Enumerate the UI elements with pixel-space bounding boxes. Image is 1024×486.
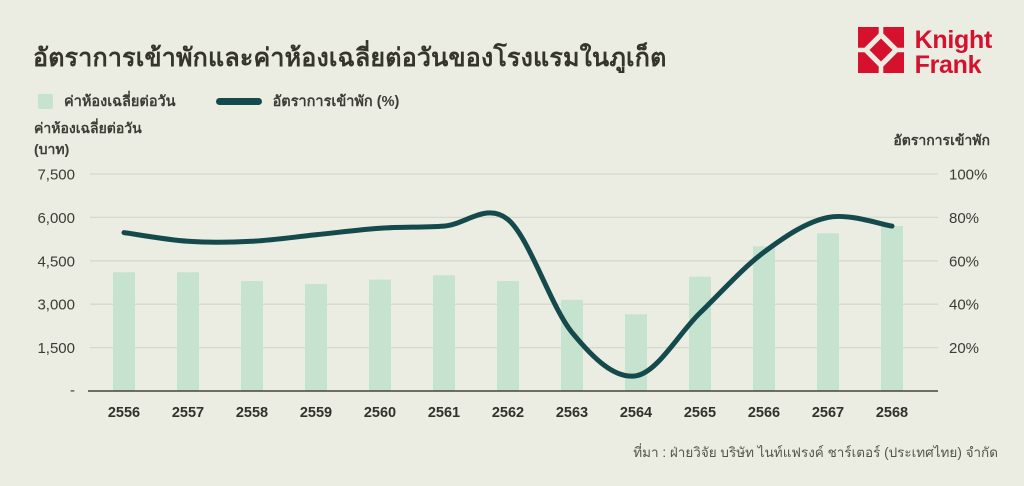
left-axis-tick: 4,500 <box>37 253 75 270</box>
occupancy-line <box>121 210 895 379</box>
x-axis-label-2568: 2568 <box>876 405 908 421</box>
right-axis-tick: 100% <box>949 167 987 184</box>
legend-label-occupancy: อัตราการเข้าพัก (%) <box>272 94 400 110</box>
bar-2562 <box>497 281 519 391</box>
legend-label-room-rate: ค่าห้องเฉลี่ยต่อวัน <box>64 94 176 110</box>
page-title: อัตราการเข้าพักและค่าห้องเฉลี่ยต่อวันของ… <box>33 44 667 72</box>
left-axis-tick: 7,500 <box>37 167 75 184</box>
knight-frank-logo: Knight Frank <box>857 26 993 79</box>
x-axis-label-2567: 2567 <box>812 405 844 421</box>
x-axis-label-2560: 2560 <box>364 405 396 421</box>
right-axis-tick: 80% <box>949 210 979 227</box>
x-axis-label-2559: 2559 <box>300 405 332 421</box>
bar-2557 <box>177 272 199 391</box>
bar-2559 <box>305 283 327 391</box>
x-axis-label-2562: 2562 <box>492 405 524 421</box>
left-axis-tick: 1,500 <box>37 340 75 357</box>
left-axis-title-line1: ค่าห้องเฉลี่ยต่อวัน <box>34 120 142 136</box>
bar-2567 <box>817 233 839 391</box>
legend-item-occupancy: อัตราการเข้าพัก (%) <box>215 90 400 113</box>
left-axis-tick: 3,000 <box>37 297 75 314</box>
chart-legend: ค่าห้องเฉลี่ยต่อวัน อัตราการเข้าพัก (%) <box>38 90 399 113</box>
bar-2558 <box>241 281 263 391</box>
x-axis-label-2556: 2556 <box>108 405 140 421</box>
x-axis-label-2565: 2565 <box>684 405 716 421</box>
bar-2568 <box>881 226 903 391</box>
bar-2563 <box>561 299 583 391</box>
left-axis-tick: 6,000 <box>37 210 75 227</box>
x-axis-label-2557: 2557 <box>172 405 204 421</box>
x-axis-label-2566: 2566 <box>748 405 780 421</box>
bar-2560 <box>369 279 391 391</box>
logo-word-knight: Knight <box>914 26 993 54</box>
bar-2561 <box>433 275 455 391</box>
line-swatch-icon <box>215 98 262 105</box>
left-axis-title-line2: (บาท) <box>34 141 70 157</box>
logo-word-frank: Frank <box>914 50 982 79</box>
right-axis-tick: 60% <box>949 253 979 270</box>
bar-2566 <box>753 246 775 391</box>
left-axis-tick-zero: - <box>70 382 75 399</box>
x-axis-label-2564: 2564 <box>620 405 652 421</box>
right-axis-tick: 40% <box>949 297 979 314</box>
logo-wordmark: Knight Frank <box>914 26 993 79</box>
legend-item-room-rate: ค่าห้องเฉลี่ยต่อวัน <box>38 90 176 113</box>
x-axis-label-2558: 2558 <box>236 405 268 421</box>
x-axis-label-2561: 2561 <box>428 405 460 421</box>
bar-2565 <box>689 276 711 391</box>
right-axis-title: อัตราการเข้าพัก <box>893 132 990 148</box>
bar-swatch-icon <box>38 94 53 109</box>
source-note: ที่มา : ฝ่ายวิจัย บริษัท ไนท์แฟรงค์ ชาร์… <box>633 445 998 460</box>
bar-2556 <box>113 272 135 391</box>
x-axis-label-2563: 2563 <box>556 405 588 421</box>
right-axis-tick: 20% <box>949 340 979 357</box>
knight-frank-mark-icon <box>857 26 904 79</box>
bar-2564 <box>625 314 647 391</box>
left-axis-title: ค่าห้องเฉลี่ยต่อวัน (บาท) <box>34 118 142 160</box>
